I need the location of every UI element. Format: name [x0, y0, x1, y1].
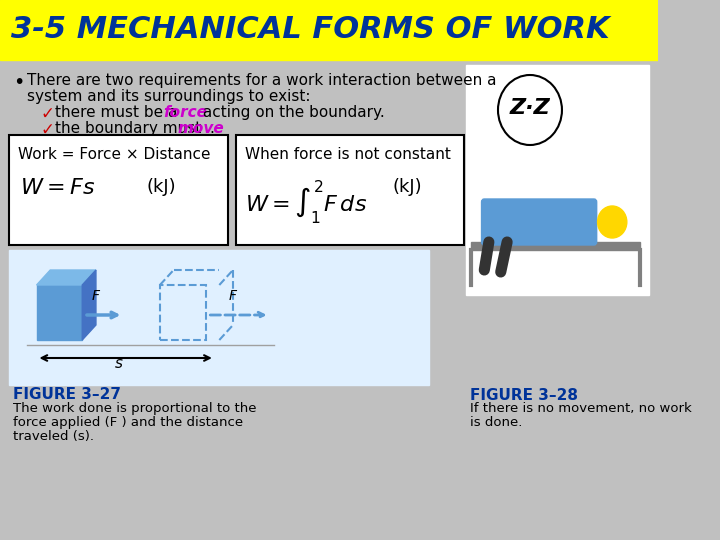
Bar: [471, 242, 639, 250]
Text: Work = Force × Distance: Work = Force × Distance: [18, 147, 211, 162]
Text: There are two requirements for a work interaction between a: There are two requirements for a work in…: [27, 73, 497, 88]
Text: (kJ): (kJ): [393, 178, 423, 196]
Circle shape: [598, 206, 627, 238]
Text: force: force: [163, 105, 207, 120]
Text: $W = Fs$: $W = Fs$: [20, 178, 95, 198]
Circle shape: [498, 75, 562, 145]
Text: Z·Z: Z·Z: [510, 98, 550, 118]
Text: acting on the boundary.: acting on the boundary.: [198, 105, 385, 120]
Text: ✓: ✓: [40, 105, 54, 123]
Bar: [9, 250, 429, 385]
FancyBboxPatch shape: [235, 135, 464, 245]
Text: move: move: [177, 121, 224, 136]
Text: force applied (F ) and the distance: force applied (F ) and the distance: [13, 416, 243, 429]
Text: traveled (s).: traveled (s).: [13, 430, 94, 443]
FancyBboxPatch shape: [9, 135, 228, 245]
Text: (kJ): (kJ): [146, 178, 176, 196]
Polygon shape: [82, 270, 96, 340]
Text: .: .: [210, 121, 214, 136]
Bar: [0, 0, 658, 60]
Bar: [160, 285, 206, 340]
Text: s: s: [114, 356, 123, 371]
Text: there must be a: there must be a: [55, 105, 182, 120]
Text: When force is not constant: When force is not constant: [245, 147, 451, 162]
Text: The work done is proportional to the: The work done is proportional to the: [13, 402, 256, 415]
Text: F: F: [228, 289, 236, 303]
Polygon shape: [37, 270, 96, 285]
FancyBboxPatch shape: [482, 199, 597, 245]
Bar: [466, 65, 649, 295]
Text: is done.: is done.: [469, 416, 522, 429]
Text: $W = \int_1^2 F\, ds$: $W = \int_1^2 F\, ds$: [245, 178, 367, 226]
Text: the boundary must: the boundary must: [55, 121, 206, 136]
Text: •: •: [13, 73, 24, 92]
Text: FIGURE 3–28: FIGURE 3–28: [469, 388, 577, 403]
Text: ✓: ✓: [40, 121, 54, 139]
Text: F: F: [91, 289, 99, 303]
Text: FIGURE 3–27: FIGURE 3–27: [13, 387, 121, 402]
Bar: [37, 285, 82, 340]
Text: If there is no movement, no work: If there is no movement, no work: [469, 402, 691, 415]
Text: system and its surroundings to exist:: system and its surroundings to exist:: [27, 89, 311, 104]
Text: 3-5 MECHANICAL FORMS OF WORK: 3-5 MECHANICAL FORMS OF WORK: [11, 16, 610, 44]
